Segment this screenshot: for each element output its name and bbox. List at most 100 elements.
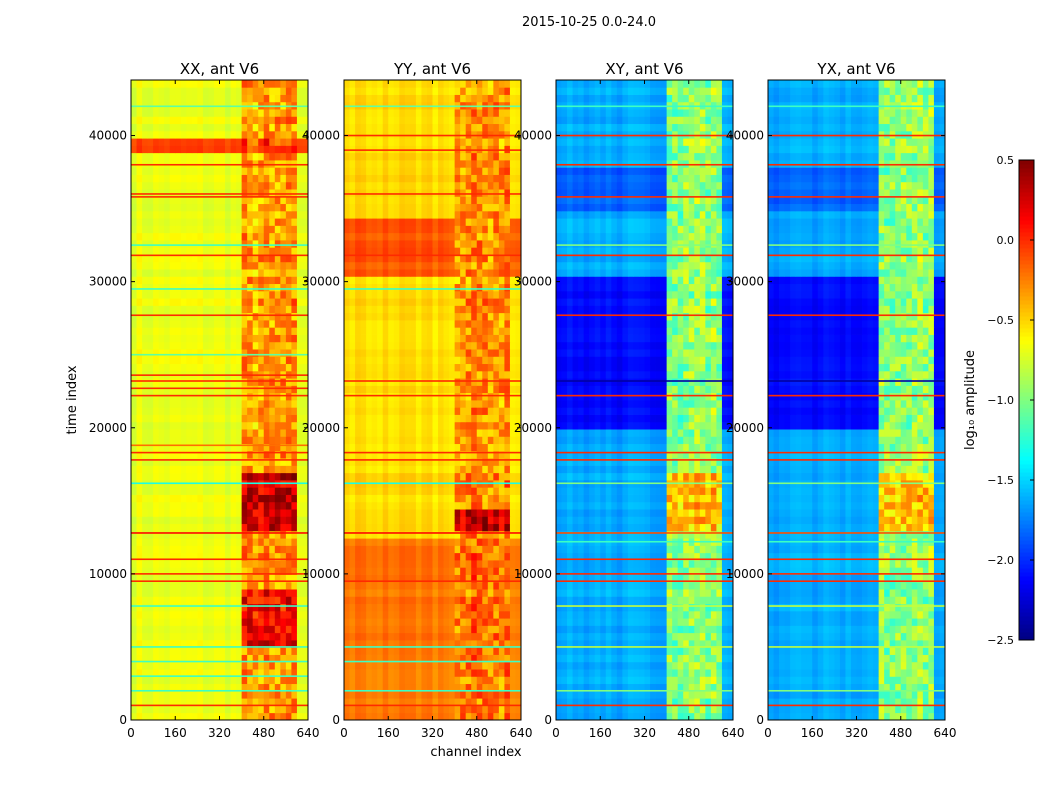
heatmap-cell [148,240,154,248]
heatmap-cell [269,262,275,270]
heatmap-cell [388,487,394,495]
heatmap-cell [148,429,154,437]
heatmap-cell [153,320,159,328]
heatmap-cell [258,582,264,590]
heatmap-cell [383,662,389,670]
heatmap-cell [344,669,350,677]
heatmap-cell [383,393,389,401]
heatmap-cell [286,211,292,219]
heatmap-cell [460,269,466,277]
heatmap-cell [220,138,226,146]
heatmap-cell [297,691,303,699]
heatmap-cell [297,109,303,117]
heatmap-cell [493,335,499,343]
heatmap-cell [344,625,350,633]
heatmap-cell [148,531,154,539]
heatmap-cell [197,560,203,568]
heatmap-cell [286,400,292,408]
heatmap-cell [416,647,422,655]
heatmap-cell [286,436,292,444]
heatmap-cell [247,349,253,357]
heatmap-cell [153,124,159,132]
heatmap-cell [164,182,170,190]
heatmap-cell [231,276,237,284]
heatmap-cell [214,364,220,372]
heatmap-cell [455,567,461,575]
heatmap-cell [291,327,297,335]
heatmap-cell [421,356,427,364]
heatmap-cell [175,705,181,713]
heatmap-cell [449,596,455,604]
heatmap-cell [394,596,400,604]
heatmap-cell [377,531,383,539]
heatmap-cell [181,305,187,313]
heatmap-cell [344,444,350,452]
heatmap-cell [258,691,264,699]
heatmap-cell [192,545,198,553]
heatmap-cell [372,487,378,495]
heatmap-cell [504,436,510,444]
heatmap-cell [220,327,226,335]
heatmap-cell [181,269,187,277]
heatmap-cell [350,553,356,561]
heatmap-cell [449,407,455,415]
heatmap-cell [192,320,198,328]
heatmap-cell [427,240,433,248]
heatmap-cell [231,560,237,568]
heatmap-cell [264,138,270,146]
heatmap-cell [286,218,292,226]
heatmap-cell [225,400,231,408]
heatmap-cell [366,516,372,524]
heatmap-cell [269,95,275,103]
heatmap-cell [499,436,505,444]
heatmap-cell [383,240,389,248]
heatmap-cell [186,676,192,684]
heatmap-cell [164,175,170,183]
heatmap-cell [466,662,472,670]
heatmap-cell [477,407,483,415]
heatmap-cell [344,611,350,619]
heatmap-cell [499,298,505,306]
heatmap-cell [291,509,297,517]
heatmap-cell [286,611,292,619]
heatmap-cell [377,567,383,575]
heatmap-cell [488,495,494,503]
heatmap-cell [231,225,237,233]
heatmap-cell [399,342,405,350]
time-band-line [131,675,308,677]
heatmap-cell [297,487,303,495]
heatmap-cell [164,662,170,670]
heatmap-cell [142,320,148,328]
heatmap-cell [291,131,297,139]
heatmap-cell [410,320,416,328]
heatmap-cell [499,284,505,292]
heatmap-cell [504,349,510,357]
heatmap-cell [247,182,253,190]
heatmap-cell [258,349,264,357]
heatmap-cell [350,589,356,597]
heatmap-cell [242,87,248,95]
heatmap-cell [383,342,389,350]
heatmap-cell [355,240,361,248]
heatmap-cell [421,349,427,357]
heatmap-cell [372,385,378,393]
heatmap-cell [142,545,148,553]
heatmap-cell [344,393,350,401]
heatmap-cell [427,647,433,655]
heatmap-cell [460,436,466,444]
heatmap-cell [291,204,297,212]
heatmap-cell [214,516,220,524]
heatmap-cell [164,691,170,699]
heatmap-cell [236,131,242,139]
heatmap-cell [225,618,231,626]
time-band-line [131,314,308,316]
heatmap-cell [214,633,220,641]
heatmap-cell [372,473,378,481]
heatmap-cell [242,116,248,124]
heatmap-cell [366,269,372,277]
heatmap-cell [175,429,181,437]
heatmap-cell [433,495,439,503]
heatmap-cell [253,160,259,168]
heatmap-cell [181,625,187,633]
heatmap-cell [383,669,389,677]
